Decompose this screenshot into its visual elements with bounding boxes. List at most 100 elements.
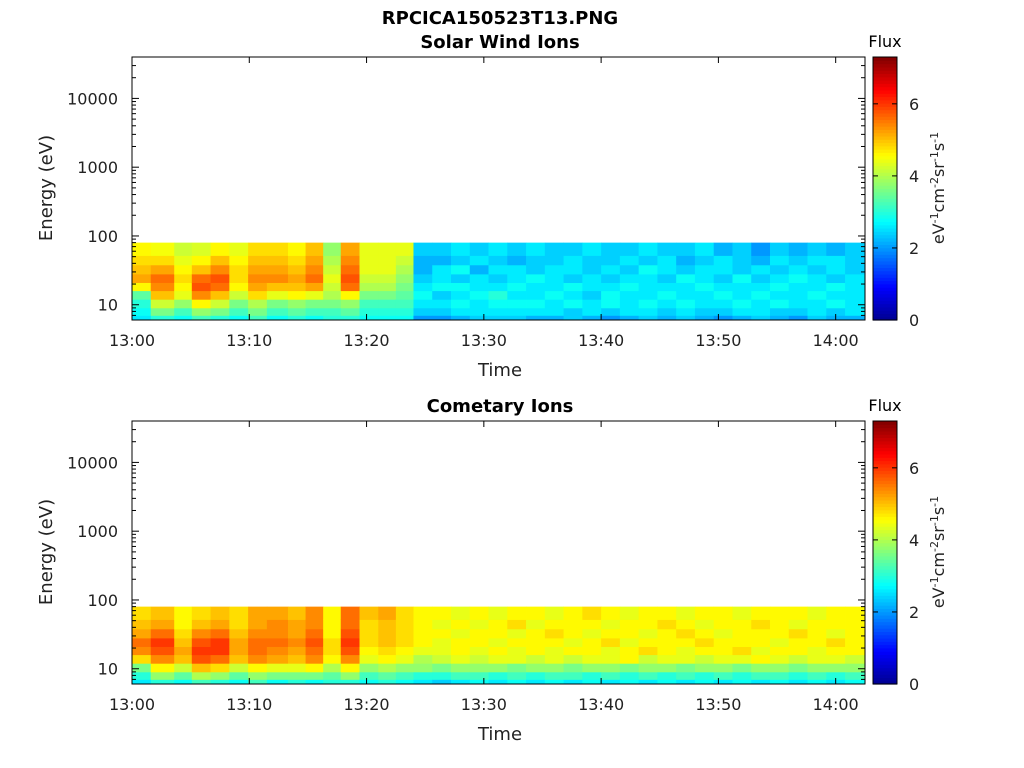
cometary-ions-cell [340, 663, 360, 673]
cometary-ions-colorbar-segment [873, 549, 897, 554]
solar-wind-ions-x-tick-label: 13:10 [226, 331, 272, 350]
cometary-ions-colorbar-segment [873, 519, 897, 524]
solar-wind-ions-cell [713, 282, 733, 292]
solar-wind-ions-cell [826, 290, 846, 300]
solar-wind-ions-cell [657, 290, 677, 300]
cometary-ions-cell [210, 679, 230, 685]
solar-wind-ions-colorbar-segment [873, 264, 897, 268]
cometary-ions-cell [340, 606, 360, 620]
cometary-ions-colorbar-segment [873, 562, 897, 567]
solar-wind-ions-cell [210, 273, 230, 283]
cometary-ions-cell [378, 628, 397, 639]
cometary-ions-cell [713, 637, 733, 647]
cometary-ions-cell [340, 637, 360, 647]
cometary-ions-cell [563, 663, 583, 673]
solar-wind-ions-cell [488, 290, 508, 300]
cometary-ions-cell [770, 646, 790, 656]
cometary-ions-cell [845, 671, 866, 680]
solar-wind-ions-cell [582, 242, 602, 256]
cometary-ions-cell [751, 619, 771, 630]
solar-wind-ions-cell [751, 242, 771, 256]
cometary-ions-y-tick-label: 100 [87, 591, 118, 610]
cometary-ions-cell [526, 646, 546, 656]
cometary-ions-cell [469, 654, 489, 664]
cometary-ions-cell [619, 654, 640, 664]
cometary-ions-colorbar-segment [873, 457, 897, 462]
cometary-ions-cell [713, 628, 733, 639]
cometary-ions-cell [395, 679, 414, 685]
cometary-ions-cell [174, 679, 193, 685]
solar-wind-ions-cell [432, 307, 452, 316]
cometary-ions-cell [582, 619, 602, 630]
solar-wind-ions-panel: Solar Wind Ions 13:00 13:10 13:20 13:30 13:4… [36, 32, 948, 381]
solar-wind-ions-cell [395, 282, 414, 292]
solar-wind-ions-cell [378, 273, 397, 283]
cometary-ions-cell [191, 637, 211, 647]
solar-wind-ions-colorbar-segment [873, 214, 897, 219]
cometary-ions-cell [413, 654, 433, 664]
solar-wind-ions-colorbar-unit: eV-1cm-2sr-1s-1 [928, 132, 948, 244]
cometary-ions-colorbar-segment [873, 453, 897, 458]
cometary-ions-y-tick-label: 10 [98, 660, 118, 679]
solar-wind-ions-cell [507, 315, 527, 321]
solar-wind-ions-colorbar-segment [873, 70, 897, 75]
cometary-ions-cell [544, 646, 564, 656]
solar-wind-ions-cell [770, 242, 790, 256]
solar-wind-ions-cell [150, 307, 175, 316]
solar-wind-ions-cell [229, 242, 249, 256]
solar-wind-ions-cell [248, 264, 268, 275]
cometary-ions-cell [150, 671, 175, 680]
solar-wind-ions-cell [638, 282, 658, 292]
solar-wind-ions-cell [751, 264, 771, 275]
cometary-ions-colorbar: 0 2 4 6 [872, 420, 919, 694]
solar-wind-ions-cell [638, 264, 658, 275]
cometary-ions-colorbar-tick-label: 4 [909, 531, 919, 550]
solar-wind-ions-cell [732, 299, 752, 309]
solar-wind-ions-cell [229, 282, 249, 292]
solar-wind-ions-cell [807, 255, 827, 266]
solar-wind-ions-cell [751, 307, 771, 316]
solar-wind-ions-x-tick-label: 13:30 [461, 331, 507, 350]
solar-wind-ions-colorbar-tick-label: 0 [909, 311, 919, 330]
solar-wind-ions-cell [191, 315, 211, 321]
cometary-ions-cell [751, 654, 771, 664]
cometary-ions-spectrogram [132, 606, 866, 685]
solar-wind-ions-cell [751, 299, 771, 309]
solar-wind-ions-cell [266, 282, 289, 292]
cometary-ions-cell [619, 606, 640, 620]
cometary-ions-cell [601, 606, 621, 620]
solar-wind-ions-colorbar-segment [873, 93, 897, 98]
solar-wind-ions-cell [619, 255, 640, 266]
cometary-ions-cell [469, 628, 489, 639]
solar-wind-ions-cell [210, 299, 230, 309]
solar-wind-ions-cell [323, 315, 342, 321]
solar-wind-ions-cell [526, 315, 546, 321]
solar-wind-ions-cell [544, 299, 564, 309]
solar-wind-ions-cell [150, 264, 175, 275]
cometary-ions-cell [174, 606, 193, 620]
solar-wind-ions-x-tick-label: 13:50 [695, 331, 741, 350]
cometary-ions-cell [248, 654, 268, 664]
cometary-ions-cell [732, 628, 752, 639]
cometary-ions-cell [507, 654, 527, 664]
solar-wind-ions-cell [266, 290, 289, 300]
solar-wind-ions-cell [601, 290, 621, 300]
cometary-ions-colorbar-segment [873, 539, 897, 544]
solar-wind-ions-colorbar-segment [873, 237, 897, 242]
cometary-ions-cell [544, 663, 564, 673]
solar-wind-ions-cell [751, 290, 771, 300]
cometary-ions-cell [619, 637, 640, 647]
solar-wind-ions-cell [770, 264, 790, 275]
solar-wind-ions-cell [657, 307, 677, 316]
cometary-ions-colorbar-segment [873, 582, 897, 586]
solar-wind-ions-cell [826, 299, 846, 309]
cometary-ions-cell [488, 606, 508, 620]
cometary-ions-cell [526, 637, 546, 647]
cometary-ions-cell [619, 679, 640, 685]
solar-wind-ions-cell [150, 273, 175, 283]
solar-wind-ions-cell [770, 282, 790, 292]
cometary-ions-cell [845, 646, 866, 656]
solar-wind-ions-cell [150, 242, 175, 256]
solar-wind-ions-cell [507, 282, 527, 292]
solar-wind-ions-colorbar-segment [873, 306, 897, 311]
